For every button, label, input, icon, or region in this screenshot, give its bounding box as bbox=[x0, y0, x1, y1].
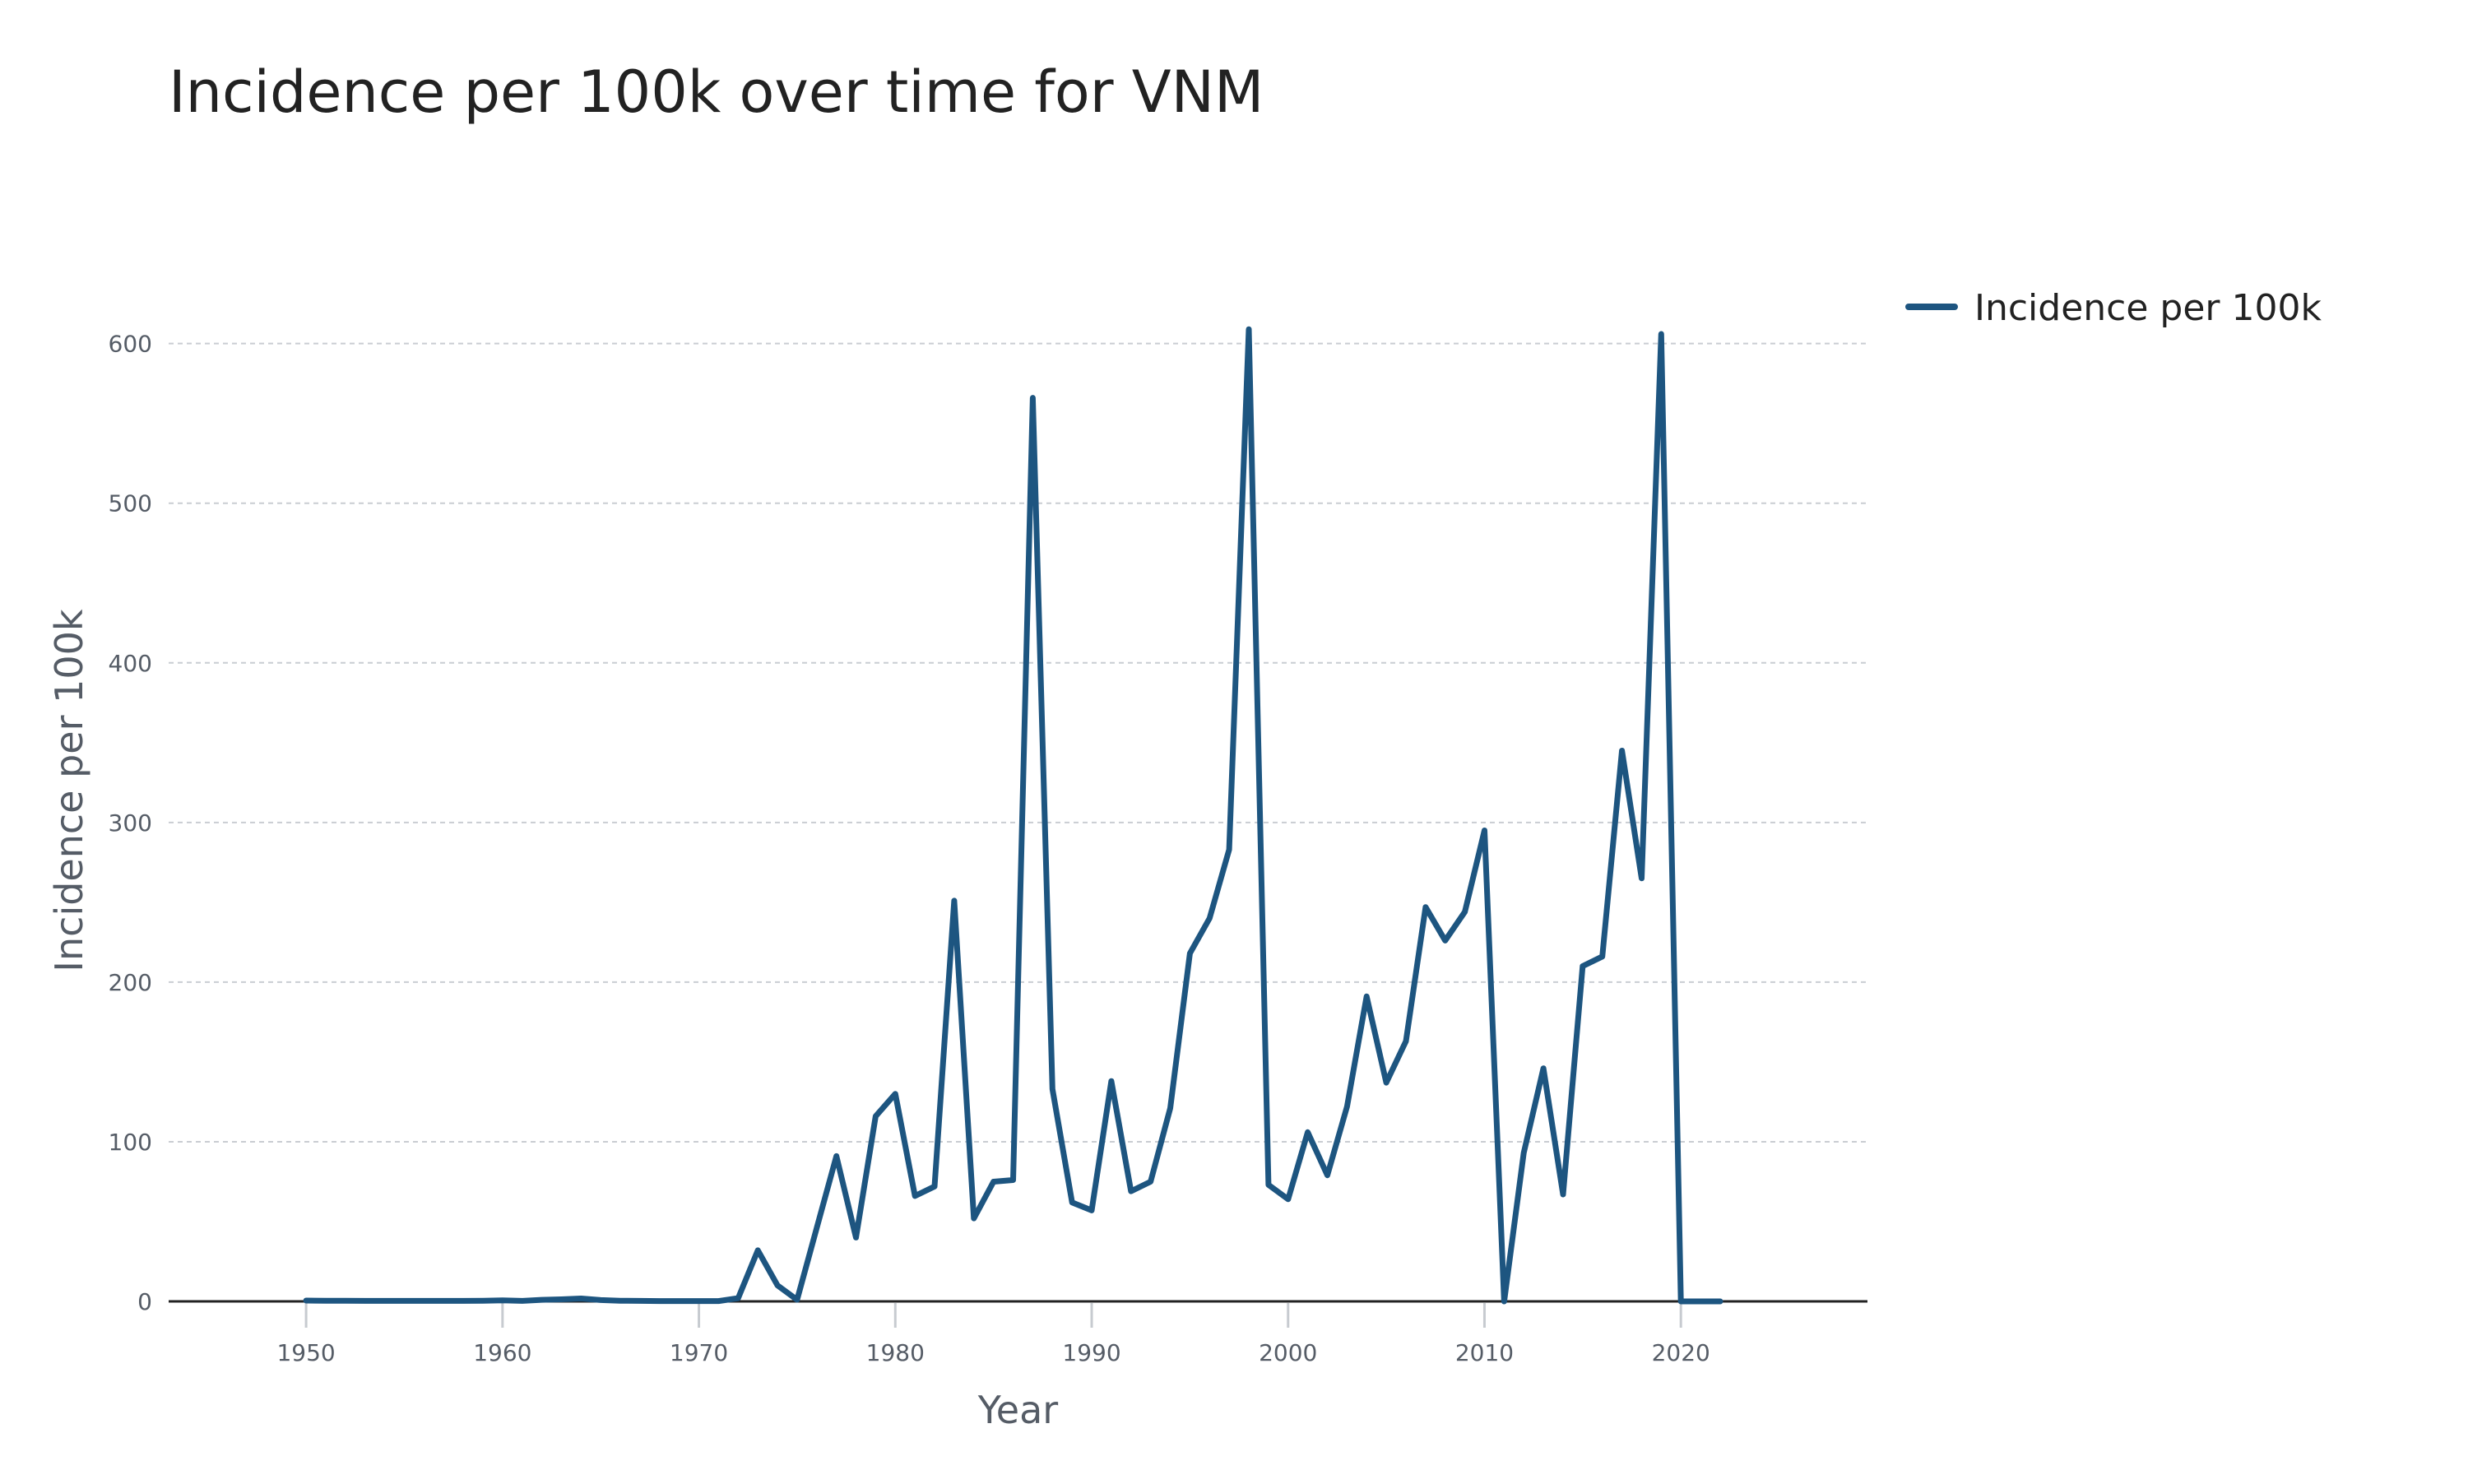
x-tick-label-1980: 1980 bbox=[866, 1339, 925, 1366]
legend[interactable]: Incidence per 100k bbox=[1909, 287, 2322, 329]
x-tick-label-1950: 1950 bbox=[276, 1339, 335, 1366]
y-tick-label-600: 600 bbox=[109, 331, 152, 358]
chart-title: Incidence per 100k over time for VNM bbox=[169, 58, 1264, 126]
y-axis-title: Incidence per 100k bbox=[47, 609, 91, 972]
x-tick-label-2010: 2010 bbox=[1455, 1339, 1514, 1366]
series-line-0 bbox=[306, 329, 1720, 1301]
y-tick-label-400: 400 bbox=[109, 650, 152, 677]
y-tick-label-100: 100 bbox=[109, 1129, 152, 1156]
x-tick-label-2000: 2000 bbox=[1259, 1339, 1317, 1366]
y-tick-label-500: 500 bbox=[109, 490, 152, 517]
y-tick-label-0: 0 bbox=[137, 1288, 152, 1315]
y-axis-ticks: 0 100 200 300 400 500 600 bbox=[109, 331, 152, 1315]
x-axis-ticks: 1950 1960 1970 1980 1990 2000 2010 2020 bbox=[276, 1303, 1710, 1366]
y-tick-label-300: 300 bbox=[109, 809, 152, 837]
x-axis-title: Year bbox=[977, 1388, 1058, 1432]
legend-label-incidence: Incidence per 100k bbox=[1974, 287, 2322, 329]
series-layer bbox=[306, 329, 1720, 1301]
y-tick-label-200: 200 bbox=[109, 969, 152, 996]
x-tick-label-1960: 1960 bbox=[473, 1339, 531, 1366]
x-tick-label-2020: 2020 bbox=[1652, 1339, 1710, 1366]
x-tick-label-1990: 1990 bbox=[1062, 1339, 1120, 1366]
x-tick-label-1970: 1970 bbox=[670, 1339, 728, 1366]
